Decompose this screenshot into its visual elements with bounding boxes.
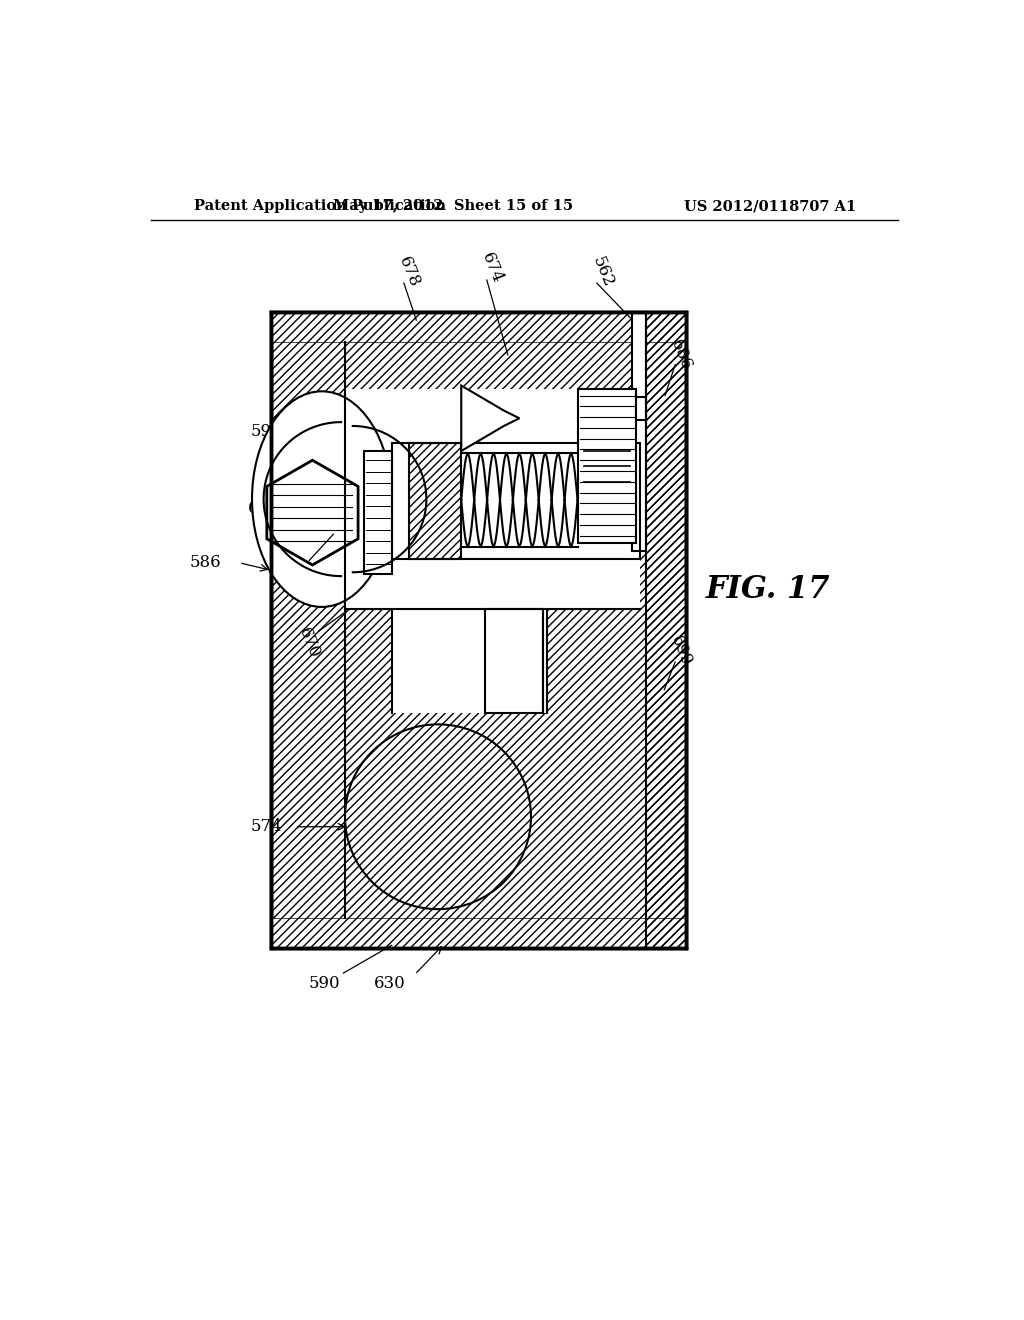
Text: 630: 630 bbox=[374, 975, 406, 993]
Text: 670: 670 bbox=[248, 500, 280, 517]
Bar bbox=[409, 444, 461, 558]
Text: US 2012/0118707 A1: US 2012/0118707 A1 bbox=[684, 199, 856, 213]
Text: 562: 562 bbox=[589, 253, 616, 289]
Text: May 17, 2012  Sheet 15 of 15: May 17, 2012 Sheet 15 of 15 bbox=[334, 199, 573, 213]
Bar bbox=[365, 451, 391, 574]
Polygon shape bbox=[267, 461, 358, 565]
Circle shape bbox=[345, 725, 531, 909]
Bar bbox=[271, 313, 686, 948]
Text: 662: 662 bbox=[287, 556, 313, 593]
Bar bbox=[391, 609, 547, 713]
Ellipse shape bbox=[252, 391, 391, 607]
Text: Patent Application Publication: Patent Application Publication bbox=[194, 199, 445, 213]
Bar bbox=[271, 313, 686, 948]
Bar bbox=[484, 609, 543, 713]
Bar bbox=[409, 444, 461, 558]
Text: 594: 594 bbox=[251, 424, 282, 441]
Bar bbox=[391, 444, 640, 558]
Text: FIG. 17: FIG. 17 bbox=[706, 574, 829, 605]
Text: 670: 670 bbox=[296, 626, 324, 661]
Text: 699: 699 bbox=[668, 634, 695, 669]
Polygon shape bbox=[461, 385, 519, 451]
Bar bbox=[636, 397, 646, 420]
Polygon shape bbox=[263, 422, 341, 576]
Bar bbox=[271, 919, 686, 948]
Bar bbox=[345, 389, 640, 609]
Bar bbox=[578, 389, 636, 544]
Bar bbox=[271, 313, 686, 948]
Text: 686: 686 bbox=[667, 337, 694, 372]
Bar bbox=[632, 313, 646, 552]
Text: 586: 586 bbox=[190, 554, 221, 572]
Text: 574: 574 bbox=[251, 818, 283, 836]
Bar bbox=[484, 609, 543, 713]
Text: 678: 678 bbox=[395, 253, 423, 289]
Text: 590: 590 bbox=[308, 975, 340, 993]
Bar bbox=[646, 313, 686, 948]
Text: 674: 674 bbox=[478, 251, 506, 286]
Bar bbox=[271, 313, 686, 342]
